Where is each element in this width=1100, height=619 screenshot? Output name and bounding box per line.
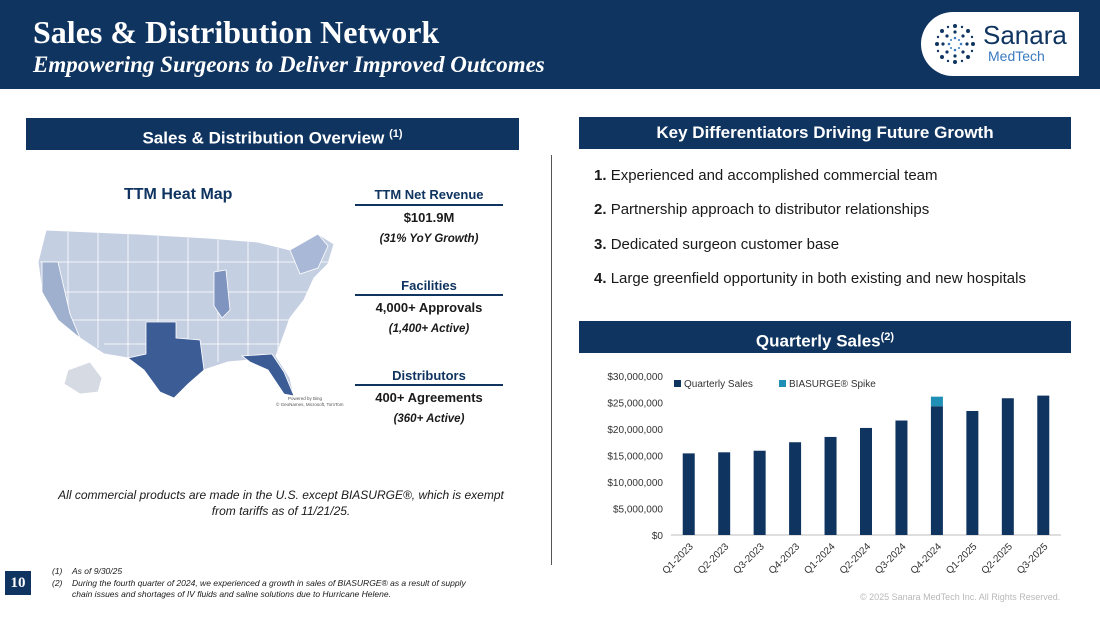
copyright: © 2025 Sanara MedTech Inc. All Rights Re… (860, 592, 1061, 602)
y-tick-label: $0 (652, 531, 664, 542)
x-tick-label: Q4-2024 (909, 541, 945, 577)
y-tick-label: $20,000,000 (607, 425, 663, 436)
stat-revenue-value: $101.9M (403, 210, 455, 225)
differentiator-number: 3. (594, 236, 607, 253)
differentiators-banner: Key Differentiators Driving Future Growt… (579, 117, 1071, 149)
y-tick-label: $25,000,000 (607, 399, 663, 410)
stat-facilities-rule (355, 294, 503, 296)
page-title: Sales & Distribution Network (33, 14, 440, 50)
header-bar (0, 0, 1100, 89)
differentiator-item: 2. Partnership approach to distributor r… (594, 201, 929, 218)
bar-quarterly-sales (1037, 395, 1050, 535)
differentiator-item: 4. Large greenfield opportunity in both … (594, 270, 1026, 287)
legend-swatch-biasurge-spike (779, 380, 786, 387)
x-tick-label: Q2-2023 (696, 541, 732, 577)
footnote-1-text: As of 9/30/25 (72, 566, 123, 576)
x-tick-label: Q1-2025 (944, 541, 980, 577)
bar-quarterly-sales (930, 406, 943, 535)
map-credit-1: Powered by Bing (288, 396, 323, 401)
differentiators-banner-label: Key Differentiators Driving Future Growt… (656, 123, 994, 142)
bar-quarterly-sales (789, 442, 802, 535)
stat-facilities-sub: (1,400+ Active) (388, 323, 470, 335)
logo-name: Sanara (983, 20, 1067, 50)
bar-quarterly-sales (753, 450, 766, 535)
florida-shape (240, 353, 295, 397)
logo (921, 12, 1079, 76)
bar-quarterly-sales (860, 427, 872, 535)
stat-distributors-sub: (360+ Active) (393, 413, 465, 425)
x-tick-label: Q2-2024 (838, 541, 874, 577)
footnote-2-marker: (2) (52, 578, 63, 588)
stat-revenue-sub: (31% YoY Growth) (379, 233, 479, 245)
logo-subname: MedTech (988, 48, 1045, 64)
column-divider (551, 155, 552, 565)
footnote-2-text-2: chain issues and shortages of IV fluids … (72, 589, 391, 599)
footnote-1-marker: (1) (52, 566, 63, 576)
stat-distributors-value: 400+ Agreements (375, 390, 483, 405)
texas-shape (127, 321, 205, 399)
heat-map-title: TTM Heat Map (124, 186, 233, 203)
footnote-2-text-1: During the fourth quarter of 2024, we ex… (72, 578, 466, 588)
illinois-shape (213, 269, 231, 319)
x-tick-label: Q3-2023 (731, 541, 767, 577)
x-tick-label: Q2-2025 (980, 541, 1016, 577)
overview-banner: Sales & Distribution Overview (1) (26, 118, 519, 150)
stat-distributors-head: Distributors (392, 368, 466, 383)
california-shape (41, 261, 81, 339)
tariff-note-line-2: from tariffs as of 11/21/25. (211, 504, 351, 518)
stat-facilities-value: 4,000+ Approvals (375, 300, 483, 315)
legend-swatch-quarterly-sales (674, 380, 681, 387)
sanara-logo-icon (935, 24, 975, 64)
differentiator-text: Dedicated surgeon customer base (610, 236, 840, 253)
x-tick-label: Q1-2023 (661, 541, 697, 577)
differentiator-text: Large greenfield opportunity in both exi… (610, 270, 1026, 287)
differentiator-text: Experienced and accomplished commercial … (610, 167, 938, 184)
y-tick-label: $15,000,000 (607, 452, 663, 463)
differentiator-item: 3. Dedicated surgeon customer base (594, 236, 839, 253)
stat-revenue-rule (355, 204, 503, 206)
differentiator-item: 1. Experienced and accomplished commerci… (594, 167, 938, 184)
y-tick-label: $30,000,000 (607, 372, 663, 383)
x-tick-label: Q1-2024 (802, 541, 838, 577)
bar-biasurge-spike (930, 396, 943, 407)
y-tick-label: $5,000,000 (613, 505, 663, 516)
alaska-shape (63, 361, 103, 395)
map-credit-2: © GeoNames, Microsoft, TomTom (276, 402, 344, 407)
differentiator-number: 4. (594, 270, 607, 287)
differentiator-text: Partnership approach to distributor rela… (610, 201, 930, 218)
x-tick-label: Q3-2024 (873, 541, 909, 577)
bar-quarterly-sales (824, 436, 837, 535)
bar-quarterly-sales (1001, 398, 1014, 535)
quarterly-sales-banner-footnote: (2) (880, 331, 895, 343)
x-tick-label: Q4-2023 (767, 541, 803, 577)
tariff-note-line-1: All commercial products are made in the … (58, 488, 504, 502)
us-heat-map (37, 229, 335, 399)
differentiator-number: 1. (594, 167, 607, 184)
differentiator-number: 2. (594, 201, 607, 218)
quarterly-sales-banner: Quarterly Sales(2) (579, 321, 1071, 353)
legend-label-biasurge-spike: BIASURGE® Spike (789, 379, 876, 390)
overview-banner-label: Sales & Distribution Overview (142, 128, 385, 148)
bar-quarterly-sales (966, 410, 979, 535)
stat-facilities-head: Facilities (401, 278, 457, 293)
bar-quarterly-sales (895, 420, 908, 535)
bar-quarterly-sales (682, 453, 695, 535)
page-subtitle: Empowering Surgeons to Deliver Improved … (33, 52, 545, 77)
bar-quarterly-sales (718, 452, 731, 535)
stat-revenue-head: TTM Net Revenue (374, 187, 484, 202)
page-number: 10 (5, 571, 31, 595)
stat-distributors-rule (355, 384, 503, 386)
y-tick-label: $10,000,000 (607, 478, 663, 489)
overview-banner-footnote: (1) (389, 128, 403, 140)
quarterly-sales-chart: $0 $5,000,000 $10,000,000 $15,000,000 $20,00… (607, 372, 1061, 577)
legend-label-quarterly-sales: Quarterly Sales (684, 379, 753, 390)
x-tick-label: Q3-2025 (1015, 541, 1051, 577)
northeast-shape (289, 233, 329, 275)
tariff-note: All commercial products are made in the … (26, 487, 536, 519)
quarterly-sales-banner-label: Quarterly Sales (755, 331, 881, 351)
